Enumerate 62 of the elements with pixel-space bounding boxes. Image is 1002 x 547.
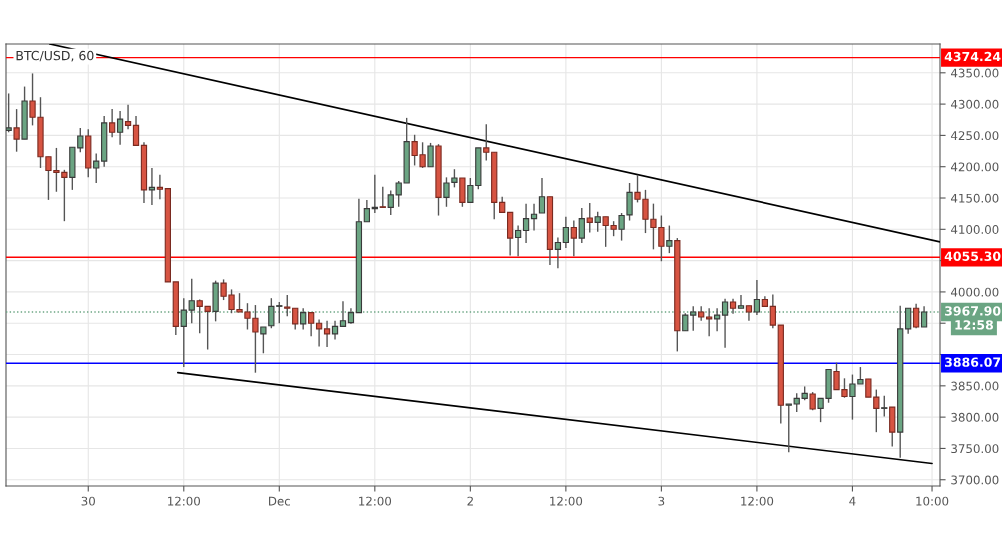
candlestick <box>881 395 888 418</box>
candlestick <box>554 236 562 269</box>
candlestick <box>108 108 116 138</box>
candlestick <box>93 152 100 184</box>
x-tick-label: 12:00 <box>550 496 583 506</box>
y-tick-label: 4150.00 <box>950 193 999 203</box>
y-tick-label: 4100.00 <box>950 225 999 234</box>
candlestick <box>594 211 601 233</box>
x-tick-label: 30 <box>81 496 95 506</box>
candlestick <box>514 224 522 257</box>
candlestick <box>713 307 721 333</box>
candlestick <box>156 174 164 200</box>
candlestick <box>260 326 267 354</box>
candlestick <box>427 142 434 168</box>
y-tick-label: 4300.00 <box>950 99 999 109</box>
candlestick <box>307 311 315 338</box>
candlestick <box>586 202 593 234</box>
candlestick <box>562 216 570 249</box>
candlestick <box>323 320 331 348</box>
candlestick <box>530 202 538 232</box>
y-tick-label: 4000.00 <box>950 287 999 297</box>
candlestick <box>769 293 776 329</box>
candlestick <box>331 320 339 341</box>
y-tick-label: 3800.00 <box>951 412 999 422</box>
y-tick-label: 3700.00 <box>951 475 999 485</box>
candlestick <box>522 202 530 244</box>
candlestick <box>315 318 323 348</box>
candlestick <box>284 294 291 318</box>
candlestick <box>666 224 673 254</box>
x-tick-label: 10:00 <box>916 496 949 506</box>
y-tick-label: 4350.00 <box>950 68 999 78</box>
x-tick-label: 12:00 <box>359 496 392 506</box>
candlestick <box>148 167 156 206</box>
candlestick <box>706 307 713 338</box>
candlestick <box>379 186 386 209</box>
candlestick <box>363 199 371 223</box>
candlestick <box>116 110 124 146</box>
candlestick <box>538 177 546 214</box>
x-tick-label: Dec <box>269 496 290 506</box>
y-tick-label: 4250.00 <box>950 131 999 141</box>
text: 12:58 <box>955 320 994 330</box>
ref-line-label: 3886.07 <box>945 357 1001 367</box>
candlestick <box>124 104 132 130</box>
candlestick <box>578 207 585 244</box>
y-tick-label: 3850.00 <box>951 381 999 391</box>
chart-title: BTC/USD, 60 <box>16 50 94 62</box>
ref-line-label: 4055.30 <box>944 251 1001 261</box>
candlestick <box>570 219 577 257</box>
x-tick-label: 12:00 <box>741 496 774 506</box>
ref-line-label: 3967.90 <box>945 306 1001 316</box>
candlestick <box>912 303 920 329</box>
candlestick <box>737 294 745 309</box>
ref-line-label: 4374.24 <box>944 51 1001 62</box>
x-tick-label: 2 <box>467 496 473 506</box>
y-tick-label: 4200.00 <box>950 162 999 172</box>
x-tick-label: 4 <box>849 496 856 506</box>
x-tick-label: 12:00 <box>168 496 201 506</box>
candlestick <box>13 108 20 153</box>
candlestick <box>132 115 140 147</box>
x-tick-label: 3 <box>658 496 665 506</box>
y-tick-label: 3750.00 <box>951 444 999 454</box>
candlestick <box>292 307 299 331</box>
